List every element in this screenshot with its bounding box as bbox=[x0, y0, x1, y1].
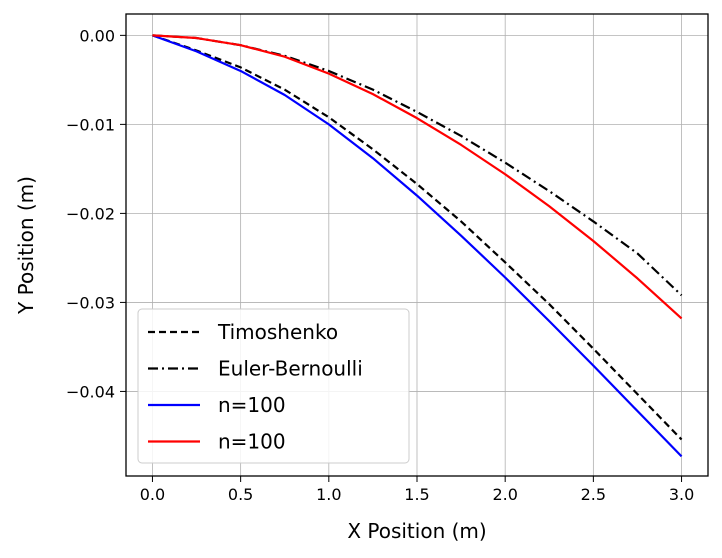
y-tick-label: 0.00 bbox=[79, 26, 115, 45]
y-tick-label: −0.02 bbox=[66, 204, 115, 223]
x-axis-label: X Position (m) bbox=[347, 519, 486, 543]
y-tick-label: −0.03 bbox=[66, 293, 115, 312]
legend-label-2: n=100 bbox=[218, 393, 286, 417]
x-tick-label: 0.5 bbox=[228, 485, 253, 504]
legend-box bbox=[137, 308, 410, 464]
x-tick-label: 3.0 bbox=[669, 485, 694, 504]
y-axis-label: Y Position (m) bbox=[14, 176, 38, 315]
x-tick-label: 0.0 bbox=[140, 485, 165, 504]
x-tick-label: 1.5 bbox=[404, 485, 429, 504]
x-tick-label: 2.0 bbox=[492, 485, 517, 504]
series-group bbox=[152, 34, 683, 458]
x-tick-label: 1.0 bbox=[316, 485, 341, 504]
legend: Timoshenko Euler-Bernoulli n=100 n=100 bbox=[137, 308, 410, 464]
legend-label-0: Timoshenko bbox=[217, 320, 338, 344]
series-line-3 bbox=[152, 34, 683, 320]
y-tick-label: −0.04 bbox=[66, 382, 115, 401]
ticks: 0.0 0.5 1.0 1.5 2.0 2.5 3.0 0.00 −0.01 −0.02 −0.03… bbox=[66, 26, 694, 504]
legend-label-3: n=100 bbox=[218, 430, 286, 454]
x-tick-label: 2.5 bbox=[581, 485, 606, 504]
y-tick-label: −0.01 bbox=[66, 115, 115, 134]
series-line-0 bbox=[152, 34, 683, 441]
legend-label-1: Euler-Bernoulli bbox=[218, 357, 363, 381]
series-line-2 bbox=[152, 34, 683, 458]
